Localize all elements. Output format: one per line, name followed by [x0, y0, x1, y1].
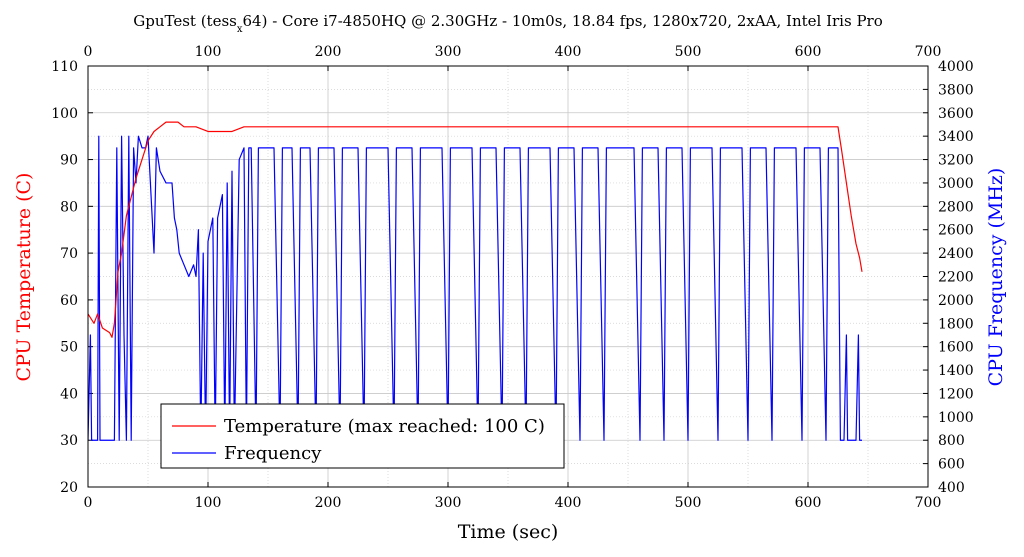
series-line-temperature: [88, 121, 863, 338]
x-tick-label-top: 200: [315, 44, 342, 60]
y-left-tick-label: 60: [60, 293, 78, 309]
x-tick-label-top: 100: [195, 44, 222, 60]
legend-box: [160, 403, 565, 469]
x-tick-label: 0: [84, 495, 93, 511]
x-tick-label: 300: [435, 495, 462, 511]
y-right-tick-label: 2400: [938, 246, 974, 262]
x-tick-label: 500: [675, 495, 702, 511]
legend: Temperature (max reached: 100 C) Frequen…: [160, 403, 565, 469]
plot-frame: [87, 65, 929, 488]
y-right-tick-label: 3800: [938, 82, 974, 98]
y-left-tick-label: 100: [51, 106, 78, 122]
y-right-tick-label: 800: [938, 433, 965, 449]
series-line-frequency: [88, 135, 862, 441]
series-layer: [88, 121, 863, 441]
y-right-tick-label: 3600: [938, 106, 974, 122]
x-tick-label-top: 400: [555, 44, 582, 60]
y-right-tick-label: 400: [938, 480, 965, 496]
y-right-tick-label: 1200: [938, 386, 974, 402]
y-left-tick-label: 20: [60, 480, 78, 496]
x-tick-label: 600: [795, 495, 822, 511]
y-right-tick-label: 2000: [938, 293, 974, 309]
y-right-tick-label: 3400: [938, 129, 974, 145]
y-right-tick-label: 1800: [938, 316, 974, 332]
x-tick-label: 200: [315, 495, 342, 511]
x-tick-label: 700: [915, 495, 942, 511]
x-tick-label-top: 700: [915, 44, 942, 60]
y-right-tick-label: 3000: [938, 176, 974, 192]
y-right-tick-label: 2800: [938, 199, 974, 215]
x-axis-label: Time (sec): [458, 521, 559, 543]
y-right-tick-label: 2200: [938, 270, 974, 286]
y-right-tick-label: 600: [938, 457, 965, 473]
x-tick-label-top: 0: [84, 44, 93, 60]
y-right-tick-label: 4000: [938, 59, 974, 75]
y-left-tick-label: 30: [60, 433, 78, 449]
x-tick-label: 400: [555, 495, 582, 511]
y-right-tick-label: 1400: [938, 363, 974, 379]
axis-ticks: 0 0 100 100 200 200 300 300 400 400 500 500 600 600 70…: [51, 44, 973, 511]
legend-label-temperature: Temperature (max reached: 100 C): [224, 416, 545, 437]
y-left-tick-label: 80: [60, 199, 78, 215]
legend-label-frequency: Frequency: [224, 443, 322, 464]
y-left-tick-label: 70: [60, 246, 78, 262]
y-axis-left-label: CPU Temperature (C): [13, 173, 35, 382]
y-right-tick-label: 2600: [938, 223, 974, 239]
y-right-tick-label: 1600: [938, 340, 974, 356]
x-tick-label: 100: [195, 495, 222, 511]
y-left-tick-label: 50: [60, 340, 78, 356]
y-left-tick-label: 90: [60, 153, 78, 169]
y-left-tick-label: 110: [51, 59, 78, 75]
y-right-tick-label: 1000: [938, 410, 974, 426]
y-right-tick-label: 3200: [938, 153, 974, 169]
x-tick-label-top: 500: [675, 44, 702, 60]
x-tick-label-top: 300: [435, 44, 462, 60]
y-axis-right-label: CPU Frequency (MHz): [985, 168, 1007, 387]
y-left-tick-label: 40: [60, 386, 78, 402]
x-tick-label-top: 600: [795, 44, 822, 60]
chart-title: GpuTest (tessx64) - Core i7-4850HQ @ 2.3…: [133, 12, 882, 35]
